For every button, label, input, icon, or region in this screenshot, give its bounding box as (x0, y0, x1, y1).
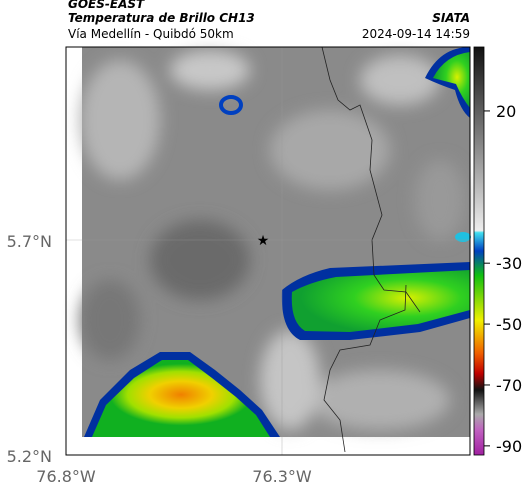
region: Vía Medellín - Quibdó 50km (68, 27, 234, 41)
lon-tick-label: 76.8°W (36, 467, 96, 486)
lon-tick-label: 76.3°W (252, 467, 312, 486)
location-marker: ★ (257, 233, 270, 249)
colorbar-tick-label: -30 (496, 254, 522, 273)
map-frame (65, 46, 471, 456)
source: SIATA (432, 11, 470, 25)
borders (321, 46, 421, 453)
cold-cloud (455, 232, 471, 242)
colorbar-tick-label: -90 (496, 437, 522, 456)
cold-cloud-core (92, 360, 270, 437)
graticule (66, 47, 470, 455)
axis-labels: 5.7°N 5.2°N 76.8°W 76.3°W (7, 232, 312, 486)
cold-cloud-core (433, 52, 470, 108)
imagery (80, 46, 471, 453)
colorbar-scale (473, 46, 485, 456)
colorbar-tick-label: -70 (496, 376, 522, 395)
colorbar-tick-label: 20 (496, 102, 516, 121)
cold-cloud (219, 95, 243, 115)
cold-cloud-core (291, 270, 470, 332)
timestamp: 2024-09-14 14:59 (362, 27, 470, 41)
header: GOES-EAST Temperatura de Brillo CH13 Vía… (68, 0, 470, 41)
colorbar: 20 -30 -50 -70 -90 (473, 46, 522, 456)
lat-tick-label: 5.7°N (7, 232, 52, 251)
subtitle: Temperatura de Brillo CH13 (68, 11, 255, 25)
lat-tick-label: 5.2°N (7, 447, 52, 466)
colorbar-tick-label: -50 (496, 315, 522, 334)
title: GOES-EAST (68, 0, 145, 11)
